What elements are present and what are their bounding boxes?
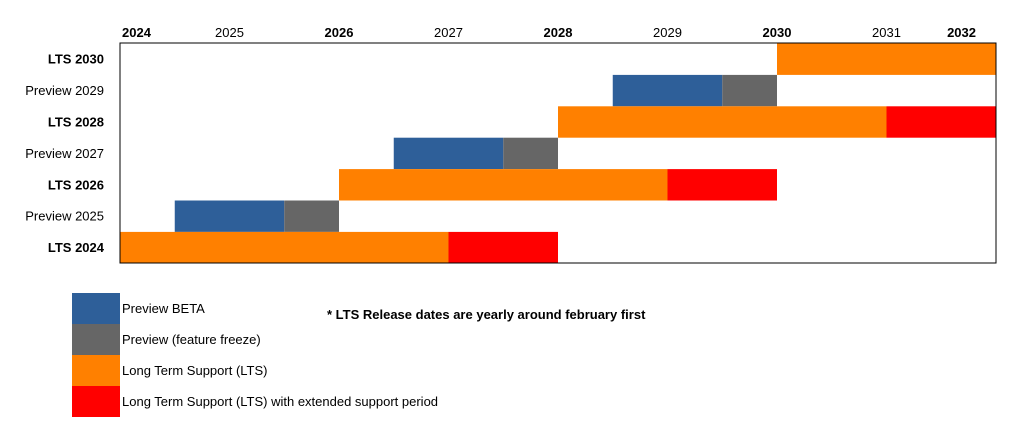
- legend-label-lts-extended: Long Term Support (LTS) with extended su…: [122, 394, 439, 409]
- legend-swatch-preview-beta: [72, 293, 120, 324]
- legend-swatch-feature-freeze: [72, 324, 120, 355]
- year-label-2025: 2025: [215, 25, 244, 40]
- year-label-2024: 2024: [122, 25, 152, 40]
- row-label-lts-2030: LTS 2030: [48, 52, 104, 67]
- x-axis-year-labels: 2024 2025 2026 2027 2028 2029 2030 2031 2032: [122, 25, 976, 40]
- legend-item-lts: Long Term Support (LTS): [72, 355, 532, 386]
- row-label-preview-2025: Preview 2025: [25, 209, 104, 224]
- bar-lts-2026-lts: [339, 169, 668, 201]
- year-label-2031: 2031: [872, 25, 901, 40]
- row-label-preview-2029: Preview 2029: [25, 83, 104, 98]
- legend-item-feature-freeze: Preview (feature freeze): [72, 324, 532, 355]
- legend-label-feature-freeze: Preview (feature freeze): [122, 332, 261, 347]
- year-label-2027: 2027: [434, 25, 463, 40]
- legend-swatch-lts-extended: [72, 386, 120, 417]
- bar-lts-2028-lts: [558, 106, 887, 138]
- row-label-lts-2024: LTS 2024: [48, 240, 105, 255]
- legend-label-preview-beta: Preview BETA: [122, 301, 205, 316]
- year-label-2030: 2030: [763, 25, 792, 40]
- gantt-chart: 2024 2025 2026 2027 2028 2029 2030 2031 2032 LTS…: [25, 25, 997, 264]
- bar-preview-2025-beta: [174, 200, 285, 232]
- legend-label-lts: Long Term Support (LTS): [122, 363, 268, 378]
- bar-lts-2024-lts: [120, 231, 449, 264]
- row-label-lts-2028: LTS 2028: [48, 115, 104, 130]
- year-label-2032: 2032: [947, 25, 976, 40]
- legend-item-preview-beta: Preview BETA: [72, 293, 532, 324]
- legend-item-lts-extended: Long Term Support (LTS) with extended su…: [72, 386, 532, 417]
- plot-area-border: [119, 42, 997, 264]
- bar-lts-2024-extended: [448, 231, 558, 264]
- bar-preview-2027-freeze: [503, 137, 558, 170]
- row-label-lts-2026: LTS 2026: [48, 177, 104, 192]
- y-axis-row-labels: LTS 2030 Preview 2029 LTS 2028 Preview 2027…: [25, 52, 105, 255]
- year-label-2028: 2028: [544, 25, 573, 40]
- year-label-2029: 2029: [653, 25, 682, 40]
- lts-release-note: * LTS Release dates are yearly around fe…: [327, 307, 646, 322]
- bar-preview-2025-freeze: [284, 200, 339, 232]
- bars-layer: [120, 43, 996, 264]
- bar-lts-2030-lts: [777, 43, 996, 75]
- legend-swatch-lts: [72, 355, 120, 386]
- bar-preview-2029-freeze: [722, 74, 777, 107]
- bar-preview-2029-beta: [612, 74, 723, 107]
- year-label-2026: 2026: [325, 25, 354, 40]
- bar-lts-2026-extended: [667, 169, 777, 201]
- row-label-preview-2027: Preview 2027: [25, 146, 104, 161]
- bar-lts-2028-extended: [886, 106, 996, 138]
- bar-preview-2027-beta: [393, 137, 504, 170]
